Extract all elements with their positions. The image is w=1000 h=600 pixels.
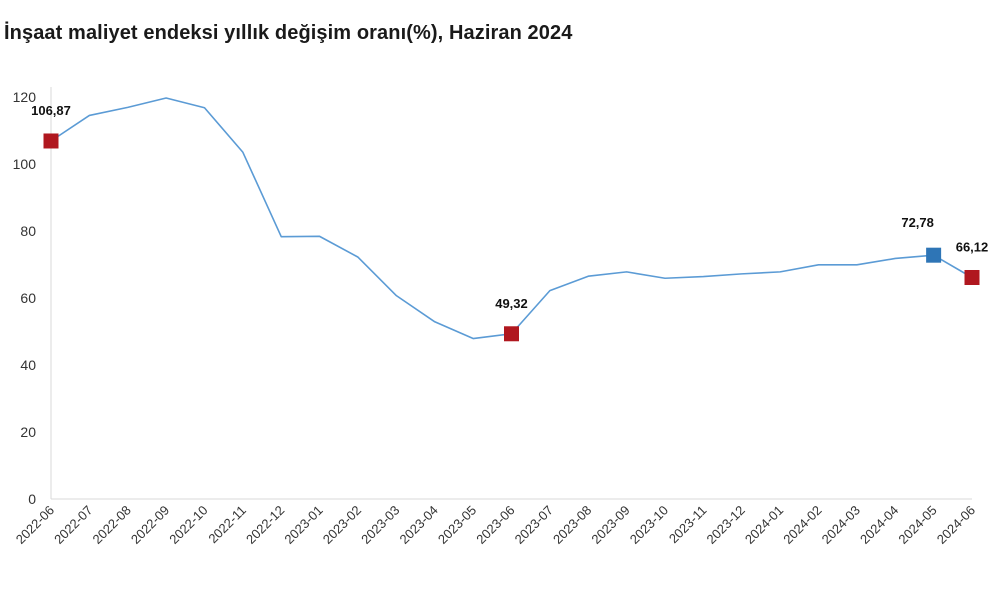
y-tick-label: 20 xyxy=(20,424,36,440)
y-tick-label: 100 xyxy=(13,156,37,172)
x-tick-label: 2023-05 xyxy=(435,503,479,547)
x-tick-label: 2022-12 xyxy=(243,503,287,547)
x-tick-label: 2024-01 xyxy=(742,503,786,547)
y-tick-label: 120 xyxy=(13,89,37,105)
y-tick-label: 60 xyxy=(20,290,36,306)
highlight-marker xyxy=(964,269,980,285)
x-tick-label: 2024-02 xyxy=(780,503,824,547)
x-tick-label: 2022-10 xyxy=(166,503,210,547)
x-tick-label: 2024-04 xyxy=(857,503,901,547)
x-tick-label: 2024-03 xyxy=(819,503,863,547)
x-tick-label: 2022-09 xyxy=(128,503,172,547)
x-tick-label: 2023-09 xyxy=(588,503,632,547)
data-label: 66,12 xyxy=(956,239,989,254)
x-tick-label: 2023-11 xyxy=(666,503,710,547)
x-tick-label: 2024-06 xyxy=(934,503,978,547)
x-tick-label: 2023-03 xyxy=(358,503,402,547)
x-tick-label: 2023-04 xyxy=(397,503,441,547)
x-tick-label: 2022-08 xyxy=(90,503,134,547)
x-tick-label: 2022-07 xyxy=(51,503,95,547)
highlight-marker xyxy=(504,326,519,342)
x-tick-label: 2023-06 xyxy=(473,503,517,547)
data-label: 72,78 xyxy=(901,215,934,230)
x-tick-label: 2023-12 xyxy=(704,503,748,547)
data-label: 49,32 xyxy=(495,296,528,311)
x-tick-label: 2022-06 xyxy=(13,503,57,547)
chart-title: İnşaat maliyet endeksi yıllık değişim or… xyxy=(4,22,573,44)
y-tick-label: 40 xyxy=(20,357,36,373)
x-tick-label: 2022-11 xyxy=(205,503,249,547)
x-tick-label: 2023-02 xyxy=(320,503,364,547)
x-tick-label: 2023-01 xyxy=(281,503,325,547)
data-label: 106,87 xyxy=(31,103,71,118)
y-tick-label: 0 xyxy=(28,491,36,507)
x-tick-label: 2023-08 xyxy=(550,503,594,547)
highlight-marker xyxy=(43,133,59,149)
x-tick-label: 2023-10 xyxy=(627,503,671,547)
x-tick-label: 2024-05 xyxy=(895,503,939,547)
y-tick-label: 80 xyxy=(20,223,36,239)
x-tick-label: 2023-07 xyxy=(512,503,556,547)
highlight-marker xyxy=(926,247,942,263)
